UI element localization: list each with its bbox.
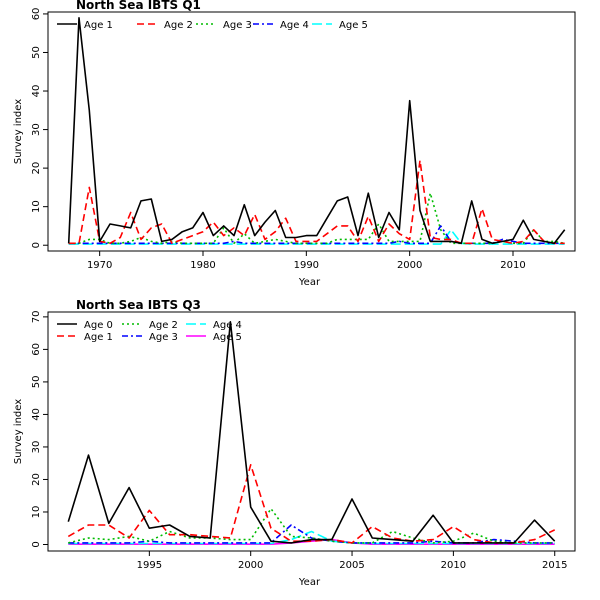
legend-label: Age 2 [149, 320, 178, 331]
y-tick-label: 50 [31, 376, 42, 389]
legend-label: Age 4 [213, 320, 242, 331]
y-axis-label: Survey index [13, 399, 24, 464]
legend-label: Age 3 [223, 20, 252, 31]
y-tick-label: 30 [31, 441, 42, 454]
legend-label: Age 5 [213, 332, 242, 343]
series-line-age-2 [68, 159, 565, 245]
series-line-age-1 [67, 16, 566, 245]
chart-title: North Sea IBTS Q1 [76, 0, 201, 12]
plot-frame [47, 11, 576, 252]
series-line-age-3 [68, 192, 565, 245]
legend-label: Age 2 [164, 20, 193, 31]
y-axis-label: Survey index [13, 99, 24, 164]
y-tick-label: 10 [31, 200, 42, 213]
plot-frame [47, 311, 576, 552]
legend-label: Age 1 [84, 332, 113, 343]
series-line-age-0 [67, 320, 556, 544]
legend-label: Age 4 [280, 20, 309, 31]
y-tick-label: 40 [31, 85, 42, 98]
x-tick-label: 2000 [238, 560, 263, 571]
legend-label: Age 0 [84, 320, 113, 331]
x-axis-label: Year [298, 577, 321, 588]
x-tick-label: 1980 [190, 260, 215, 271]
legend-label: Age 1 [84, 20, 113, 31]
chart-panel-q1: North Sea IBTS Q1 1970 1980 1990 2000 2010 0 10… [13, 0, 576, 288]
x-axis-label: Year [298, 277, 321, 288]
y-tick-label: 10 [31, 506, 42, 519]
x-tick-label: 1970 [87, 260, 112, 271]
y-tick-label: 60 [31, 8, 42, 21]
x-tick-label: 2005 [339, 560, 364, 571]
x-tick-label: 2000 [397, 260, 422, 271]
x-tick-label: 2015 [542, 560, 567, 571]
series-line-age-1 [67, 463, 556, 544]
y-tick-label: 70 [31, 311, 42, 324]
y-tick-label: 0 [31, 242, 42, 248]
y-tick-label: 20 [31, 162, 42, 175]
x-tick-label: 1990 [294, 260, 319, 271]
legend-label: Age 3 [149, 332, 178, 343]
y-tick-label: 60 [31, 343, 42, 356]
y-tick-label: 30 [31, 123, 42, 136]
y-tick-label: 0 [31, 541, 42, 547]
y-tick-label: 50 [31, 46, 42, 59]
y-tick-label: 20 [31, 473, 42, 486]
x-tick-label: 1995 [137, 560, 162, 571]
legend-label: Age 5 [339, 20, 368, 31]
x-tick-label: 2010 [441, 560, 466, 571]
chart-title: North Sea IBTS Q3 [76, 298, 201, 312]
chart-panel-q3: North Sea IBTS Q3 1995 2000 2005 2010 2015 0 10… [13, 298, 576, 588]
x-tick-label: 2010 [500, 260, 525, 271]
y-tick-label: 40 [31, 408, 42, 421]
